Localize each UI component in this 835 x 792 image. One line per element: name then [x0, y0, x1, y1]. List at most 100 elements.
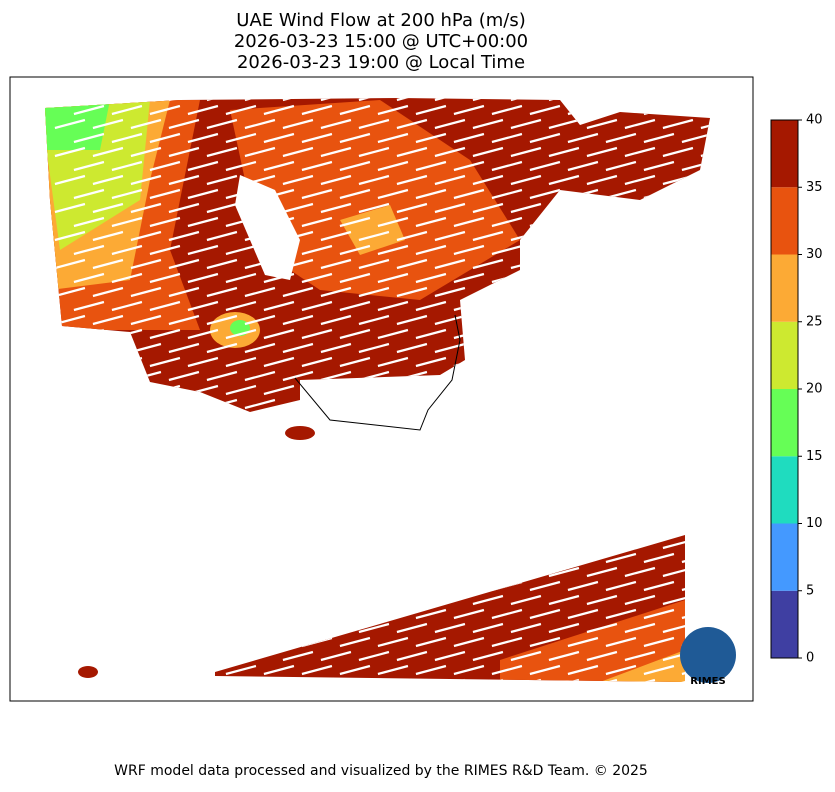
wind-arrow: [130, 454, 162, 466]
wind-arrow: [244, 98, 276, 102]
wind-arrow: [548, 202, 580, 214]
wind-arrow: [586, 342, 618, 354]
wind-arrow: [54, 622, 86, 634]
wind-arrow: [225, 440, 257, 452]
wind-arrow: [472, 230, 504, 242]
wind-arrow: [529, 160, 561, 172]
wind-arrow: [472, 258, 504, 270]
wind-arrow: [453, 440, 485, 452]
wind-arrow: [681, 356, 710, 368]
wind-arrow: [681, 104, 710, 116]
wind-arrow: [472, 174, 504, 186]
wind-arrow: [92, 342, 124, 354]
wind-arrow: [301, 272, 333, 284]
wind-arrow: [624, 594, 656, 606]
wind-arrow: [491, 636, 523, 648]
wind-arrow: [567, 104, 599, 116]
wind-arrow: [567, 580, 599, 592]
wind-arrow: [187, 188, 219, 200]
colorbar-segment: [771, 456, 798, 524]
wind-arrow: [548, 426, 580, 438]
wind-arrow: [548, 678, 580, 682]
wind-arrow: [130, 230, 162, 242]
wind-arrow: [73, 440, 105, 452]
wind-arrow: [301, 300, 333, 312]
wind-arrow: [130, 398, 162, 410]
wind-arrow: [700, 174, 710, 186]
wind-arrow: [567, 608, 599, 620]
wind-arrow: [320, 342, 352, 354]
wind-arrow: [529, 552, 561, 564]
wind-arrow: [111, 356, 143, 368]
wind-arrow: [586, 314, 618, 326]
wind-arrow: [605, 552, 637, 564]
wind-arrow: [168, 678, 200, 682]
wind-arrow: [586, 202, 618, 214]
wind-arrow: [529, 272, 561, 284]
wind-arrow: [453, 160, 485, 172]
wind-arrow: [720, 442, 750, 450]
wind-arrow: [720, 190, 750, 198]
wind-arrow: [111, 412, 143, 424]
wind-arrow: [624, 314, 656, 326]
wind-field: [45, 98, 750, 682]
wind-arrow: [320, 426, 352, 438]
wind-arrow: [130, 482, 162, 494]
wind-arrow: [73, 272, 105, 284]
wind-arrow: [263, 468, 295, 480]
wind-arrow: [358, 510, 390, 522]
wind-arrow: [548, 650, 580, 662]
wind-arrow: [187, 580, 219, 592]
wind-arrow: [130, 118, 162, 130]
wind-arrow: [396, 678, 428, 682]
wind-arrow: [92, 146, 124, 158]
wind-arrow: [92, 566, 124, 578]
wind-arrow: [510, 622, 542, 634]
wind-arrow: [643, 636, 675, 648]
wind-arrow: [54, 174, 86, 186]
wind-arrow: [415, 300, 447, 312]
wind-arrow: [54, 510, 86, 522]
wind-arrow: [681, 412, 710, 424]
wind-arrow: [225, 160, 257, 172]
wind-arrow: [681, 468, 710, 480]
wind-arrow: [320, 258, 352, 270]
wind-arrow: [586, 258, 618, 270]
wind-arrow: [225, 580, 257, 592]
wind-arrow: [396, 398, 428, 410]
wind-arrow: [168, 286, 200, 298]
wind-arrow: [282, 650, 314, 662]
wind-arrow: [605, 244, 637, 256]
wind-arrow: [662, 98, 694, 102]
wind-arrow: [73, 160, 105, 172]
wind-arrow: [529, 188, 561, 200]
wind-arrow: [263, 412, 295, 424]
wind-arrow: [624, 678, 656, 682]
wind-arrow: [339, 440, 371, 452]
wind-arrow: [662, 370, 694, 382]
logo-text: RIMES: [690, 676, 725, 687]
colorbar-tick-label: 40: [806, 113, 823, 128]
wind-arrow: [168, 174, 200, 186]
wind-arrow: [529, 636, 561, 648]
wind-arrow: [301, 216, 333, 228]
wind-arrow: [149, 496, 181, 508]
wind-arrow: [358, 566, 390, 578]
wind-arrow: [206, 258, 238, 270]
wind-arrow: [453, 244, 485, 256]
wind-arrow: [301, 356, 333, 368]
wind-arrow: [358, 622, 390, 634]
wind-arrow: [54, 594, 86, 606]
wind-arrow: [54, 286, 86, 298]
wind-arrow: [491, 440, 523, 452]
wind-arrow: [377, 188, 409, 200]
wind-arrow: [434, 118, 466, 130]
wind-arrow: [339, 328, 371, 340]
wind-arrow: [720, 610, 750, 618]
wind-arrow: [149, 216, 181, 228]
wind-arrow: [700, 426, 710, 438]
colorbar-segment: [771, 389, 798, 457]
wind-arrow: [510, 118, 542, 130]
wind-arrow: [339, 244, 371, 256]
wind-arrow: [358, 454, 390, 466]
